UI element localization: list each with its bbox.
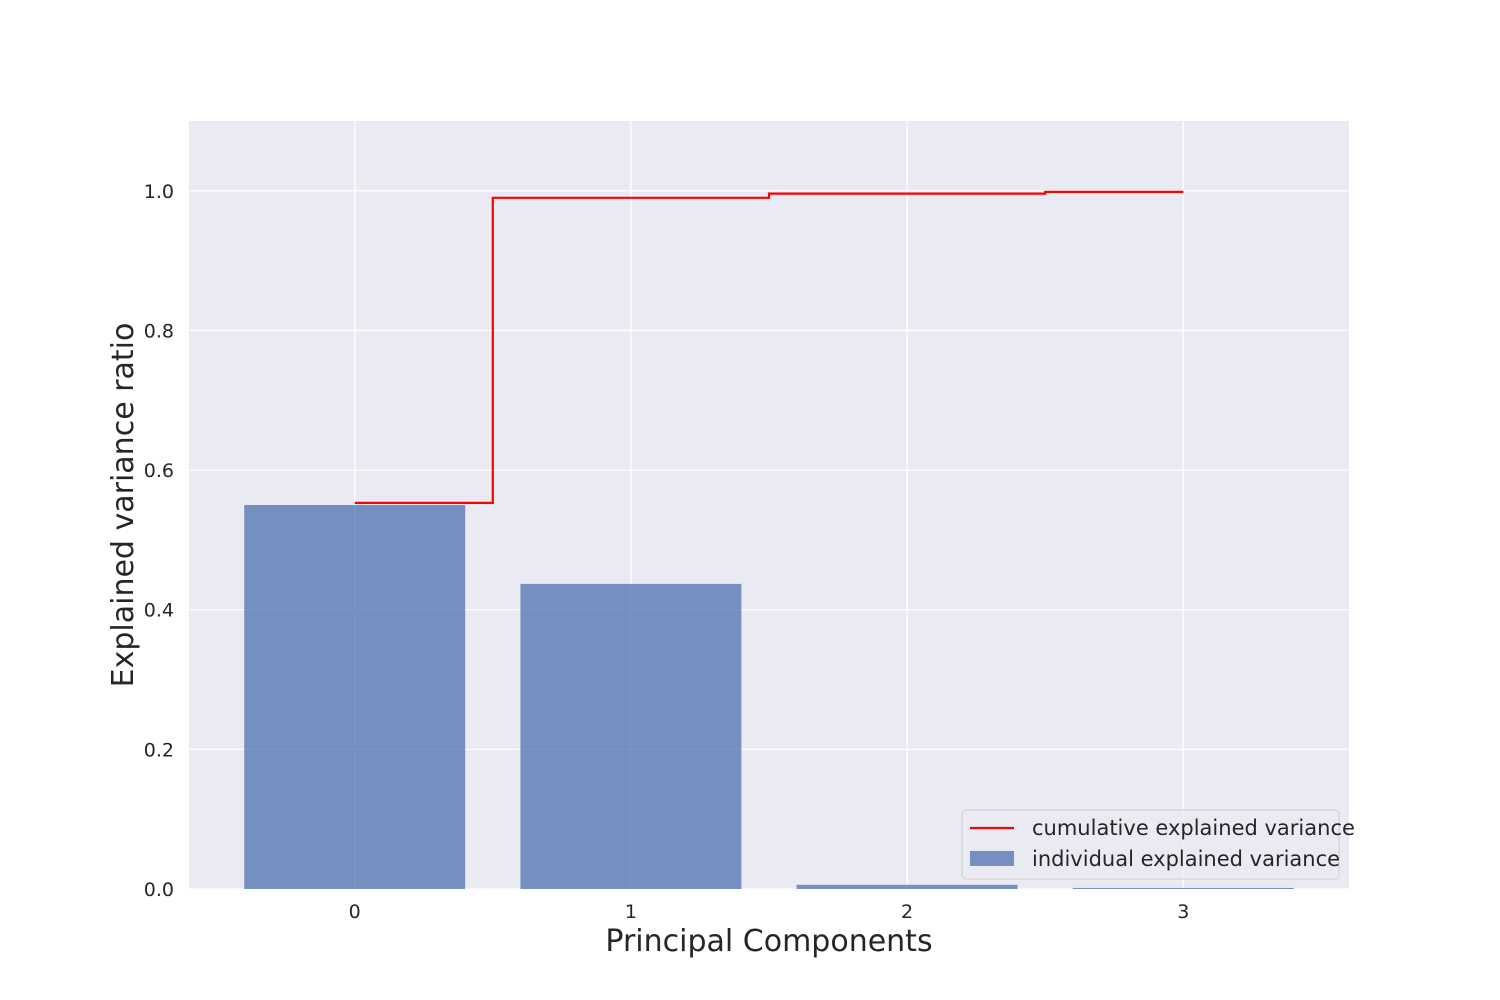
bar-component-0 bbox=[244, 505, 466, 889]
x-tick-label: 3 bbox=[1177, 901, 1189, 923]
y-tick-label: 0.6 bbox=[144, 460, 174, 482]
legend: cumulative explained variance individual… bbox=[961, 809, 1355, 880]
bar-component-1 bbox=[520, 583, 742, 889]
legend-bar-label: individual explained variance bbox=[1032, 847, 1340, 871]
cumulative-variance-line bbox=[354, 190, 1184, 505]
x-axis-label: Principal Components bbox=[605, 924, 932, 959]
x-tick-label: 0 bbox=[349, 901, 361, 923]
y-tick-label: 0.0 bbox=[144, 879, 174, 901]
x-tick-label: 2 bbox=[901, 901, 913, 923]
bar-component-2 bbox=[796, 884, 1018, 889]
y-tick-labels: 0.0 0.2 0.4 0.6 0.8 1.0 bbox=[144, 181, 174, 901]
step-series bbox=[354, 190, 1184, 505]
bar-component-3 bbox=[1072, 887, 1294, 889]
x-tick-labels: 0 1 2 3 bbox=[349, 901, 1190, 923]
legend-line-label: cumulative explained variance bbox=[1032, 816, 1355, 840]
x-tick-label: 1 bbox=[625, 901, 637, 923]
legend-bar-swatch bbox=[970, 851, 1014, 866]
y-axis-label: Explained variance ratio bbox=[106, 323, 141, 688]
y-tick-label: 0.4 bbox=[144, 600, 174, 622]
legend-box bbox=[961, 809, 1340, 880]
y-tick-label: 0.2 bbox=[144, 739, 174, 761]
y-tick-label: 0.8 bbox=[144, 320, 174, 342]
bar-series bbox=[244, 505, 1294, 889]
y-tick-label: 1.0 bbox=[144, 181, 174, 203]
